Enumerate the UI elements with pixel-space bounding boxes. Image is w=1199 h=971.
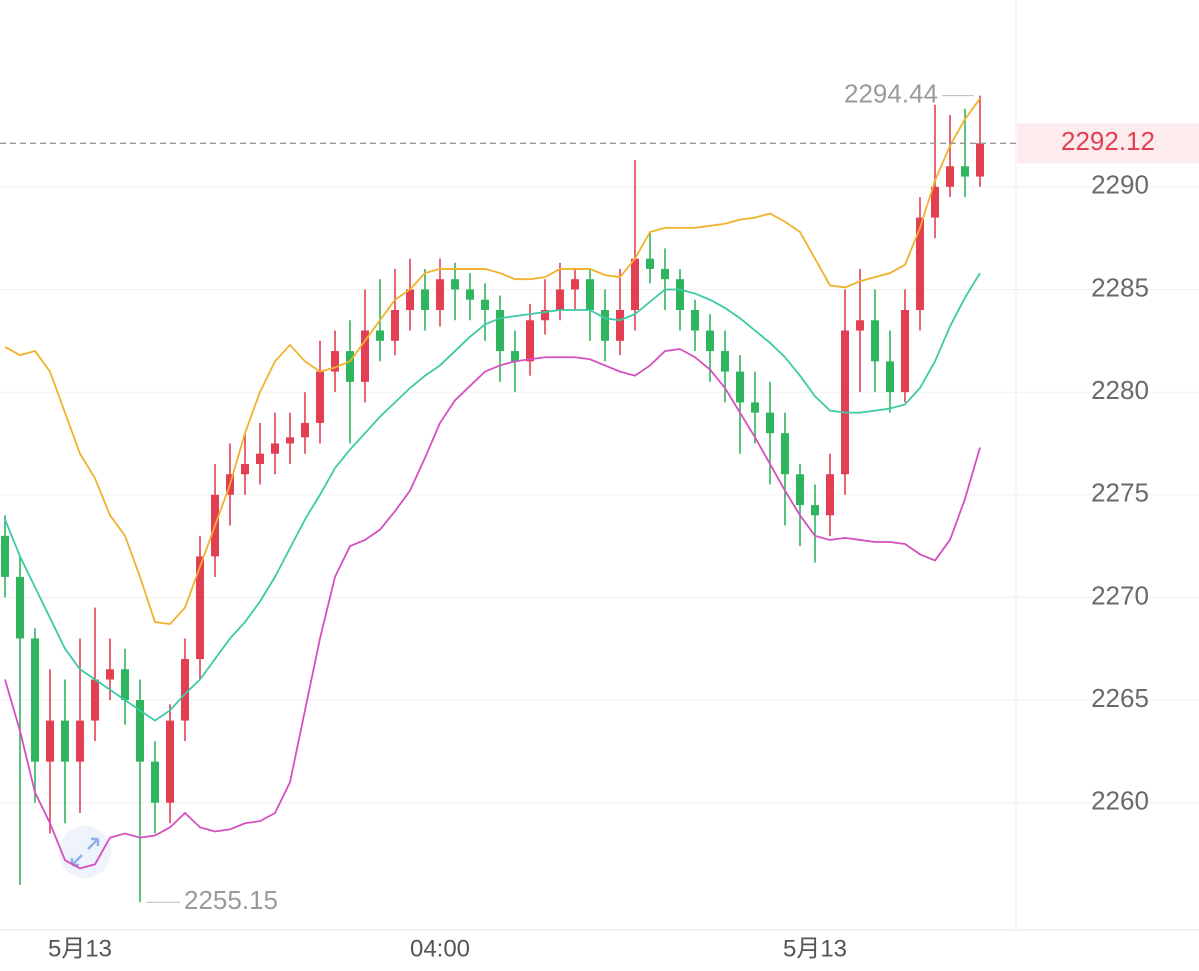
candle-body [376,330,384,341]
candle-body [886,361,894,393]
candle-body [391,310,399,341]
candle-body [571,279,579,290]
candle-body [796,474,804,506]
x-tick-label: 5月13 [48,935,112,962]
max-label: 2294.44 [844,79,938,109]
candle-body [691,310,699,331]
candle-body [61,720,69,762]
candles [1,95,984,903]
candle-body [286,437,294,444]
candle-body [196,556,204,660]
y-tick-label: 2260 [1091,786,1149,816]
candle-body [496,310,504,352]
candle-body [661,268,669,280]
candle-body [856,320,864,331]
candle-body [601,310,609,341]
candle-body [331,351,339,372]
candle-body [451,279,459,290]
band-line [4,348,981,870]
candle-body [316,371,324,423]
candle-body [181,659,189,721]
candle-body [721,351,729,372]
candle-body [556,289,564,310]
zoom-icon[interactable] [59,826,111,878]
x-tick-label: 04:00 [410,935,470,962]
last-price-label: 2292.12 [1061,126,1155,156]
x-tick-label: 5月13 [783,935,847,962]
candle-body [931,186,939,218]
candle-body [466,289,474,300]
candle-body [91,679,99,721]
candle-body [676,279,684,310]
candle-body [586,279,594,310]
candle-body [511,351,519,362]
candle-body [916,217,924,310]
candle-body [106,669,114,680]
y-tick-label: 2290 [1091,170,1149,200]
band-line [4,272,981,722]
candle-body [631,258,639,310]
y-tick-label: 2275 [1091,478,1149,508]
candle-body [1,535,9,577]
candle-body [541,310,549,321]
candle-body [646,258,654,269]
candle-body [736,371,744,403]
candle-body [901,310,909,393]
candle-body [481,299,489,310]
candle-body [706,330,714,352]
candle-body [811,505,819,516]
candle-body [766,412,774,434]
candle-body [526,320,534,362]
candle-body [31,638,39,762]
candle-body [241,463,249,475]
candle-body [841,330,849,475]
candle-body [16,576,24,639]
candle-body [616,310,624,341]
candle-body [826,474,834,516]
min-label: 2255.15 [184,885,278,915]
candle-body [301,422,309,438]
band-line [4,98,981,626]
candle-body [946,166,954,187]
last-price-box [1017,123,1199,164]
candle-body [166,720,174,803]
candle-body [961,166,969,177]
y-tick-label: 2280 [1091,375,1149,405]
candle-body [976,143,984,177]
candle-body [121,669,129,701]
y-tick-label: 2285 [1091,272,1149,302]
candle-body [76,720,84,762]
candle-body [271,443,279,454]
y-tick-label: 2270 [1091,580,1149,610]
candle-body [151,761,159,803]
y-tick-label: 2265 [1091,683,1149,713]
candle-body [46,720,54,762]
candle-body [871,320,879,362]
candle-body [751,402,759,413]
candle-body [361,330,369,382]
candle-body [136,700,144,762]
zoom-bg [59,826,111,878]
candle-body [421,289,429,310]
candle-body [406,289,414,310]
candle-body [781,433,789,475]
candle-body [346,351,354,382]
candle-body [256,453,264,464]
candle-body [436,279,444,310]
